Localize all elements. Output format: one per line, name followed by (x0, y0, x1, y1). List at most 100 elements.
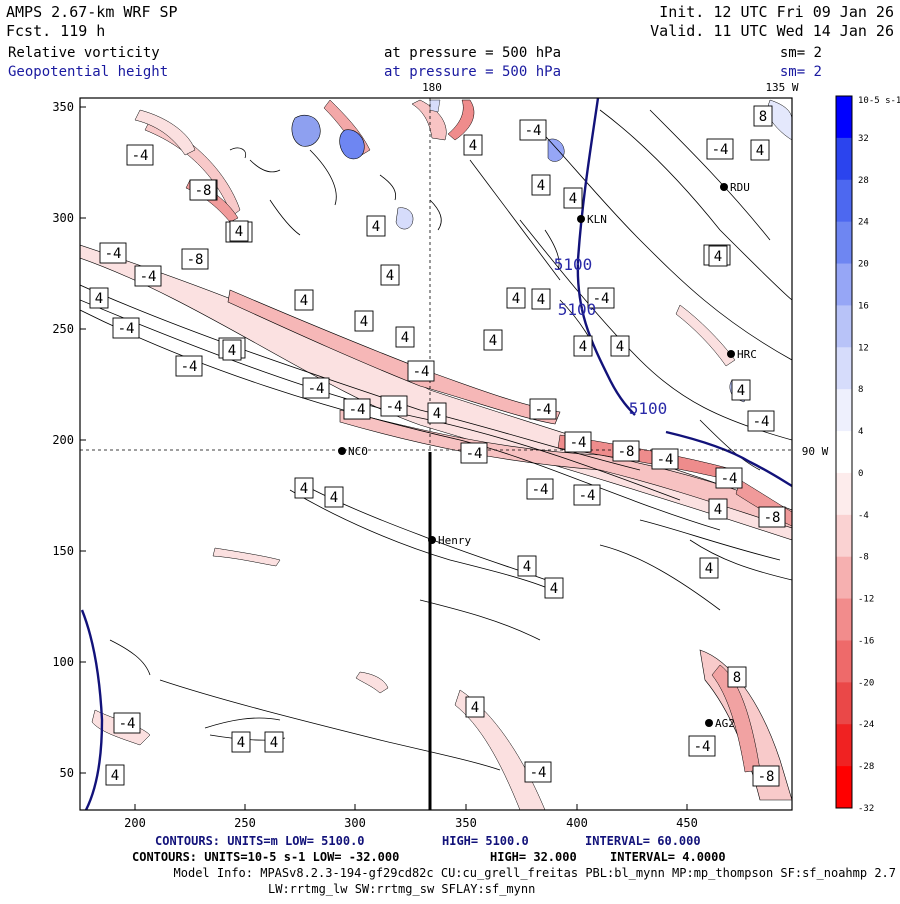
svg-text:-4: -4 (181, 359, 198, 375)
svg-text:-4: -4 (466, 446, 483, 462)
height-contour-info-high: HIGH= 5100.0 (442, 834, 529, 848)
station-marker (705, 719, 713, 727)
colorbar-tick-label: -8 (858, 553, 869, 563)
station-marker (727, 350, 735, 358)
forecast-hour: Fcst. 119 h (6, 22, 105, 40)
vorticity-contour-label: 4 (229, 220, 249, 242)
vorticity-contour-label: 4 (517, 555, 537, 577)
svg-text:8: 8 (759, 109, 767, 125)
vorticity-contour-label: -8 (189, 179, 217, 201)
station-label: AG2 (715, 717, 735, 730)
vorticity-contour-info-low: CONTOURS: UNITS=10-5 s-1 LOW= -32.000 (132, 850, 399, 864)
svg-text:4: 4 (714, 249, 722, 265)
vorticity-contour-label: -4 (519, 119, 547, 141)
colorbar-tick-label: -16 (858, 636, 874, 646)
vorticity-contour-label: 4 (380, 264, 400, 286)
station-marker (577, 215, 585, 223)
colorbar-tick-label: 12 (858, 343, 869, 353)
colorbar-tick-label: 16 (858, 301, 869, 311)
svg-text:4: 4 (228, 343, 236, 359)
vorticity-contour-label: 4 (573, 335, 593, 357)
svg-text:4: 4 (569, 191, 577, 207)
height-contour-label: 5100 (554, 255, 593, 274)
vorticity-contour-label: 4 (354, 310, 374, 332)
colorbar-cell (836, 96, 852, 139)
height-contour-label: 5100 (629, 399, 668, 418)
vorticity-contour-label: 4 (231, 731, 251, 753)
colorbar-cell (836, 514, 852, 558)
valid-time: Valid. 11 UTC Wed 14 Jan 26 (650, 22, 894, 40)
colorbar-cell (836, 682, 852, 725)
svg-text:4: 4 (386, 268, 394, 284)
x-tick-label: 450 (676, 816, 698, 830)
height-contour-info-low: CONTOURS: UNITS=m LOW= 5100.0 (155, 834, 365, 848)
height-contour-info-interval: INTERVAL= 60.000 (585, 834, 701, 848)
field2-name: Geopotential height (8, 64, 168, 80)
colorbar-tick-label: 28 (858, 176, 869, 186)
vorticity-contour-label: 4 (89, 287, 109, 309)
colorbar-tick-label: 4 (858, 427, 863, 437)
svg-text:4: 4 (401, 330, 409, 346)
colorbar-tick-label: -24 (858, 720, 874, 730)
vorticity-contour-label: -8 (612, 440, 640, 462)
svg-text:-4: -4 (105, 246, 122, 262)
colorbar-cell (836, 724, 852, 767)
vorticity-contour-label: 4 (563, 187, 583, 209)
svg-text:-8: -8 (764, 510, 781, 526)
vorticity-contour-label: -4 (564, 431, 592, 453)
y-tick-label: 300 (52, 211, 74, 225)
footer: CONTOURS: UNITS=m LOW= 5100.0 HIGH= 5100… (132, 834, 896, 896)
header: AMPS 2.67-km WRF SP Fcst. 119 h Init. 12… (6, 3, 894, 80)
vorticity-contour-label: -4 (573, 484, 601, 506)
colorbar-cell (836, 221, 852, 265)
vorticity-contour-label: -4 (343, 398, 371, 420)
vorticity-contour-label: 4 (506, 287, 526, 309)
svg-text:4: 4 (537, 292, 545, 308)
colorbar-tick-label: 8 (858, 385, 863, 395)
field1-name: Relative vorticity (8, 45, 160, 61)
vorticity-contour-label: 4 (750, 139, 770, 161)
svg-text:4: 4 (111, 768, 119, 784)
vorticity-contour-label: 4 (324, 486, 344, 508)
svg-text:4: 4 (737, 383, 745, 399)
parallel-label: 90 W (802, 445, 829, 458)
vorticity-contour-label: 4 (531, 288, 551, 310)
vorticity-contour-label: 4 (395, 326, 415, 348)
svg-text:-4: -4 (753, 414, 770, 430)
colorbar-tick-label: 32 (858, 134, 869, 144)
svg-text:-8: -8 (758, 769, 775, 785)
svg-text:4: 4 (469, 138, 477, 154)
x-tick-label: 250 (234, 816, 256, 830)
colorbar-cell (836, 305, 852, 348)
svg-text:-4: -4 (721, 471, 738, 487)
vorticity-contour-label: -8 (752, 765, 780, 787)
svg-text:4: 4 (550, 581, 558, 597)
svg-text:4: 4 (579, 339, 587, 355)
station-marker (428, 536, 436, 544)
vorticity-contour-label: -8 (758, 506, 786, 528)
y-tick-label: 200 (52, 433, 74, 447)
vorticity-label-layer: -4 -8 -4 -4 -4 4 -8 -4 4 -4 4 -4 4 -4 -4 -8 4 -4 4 -4 4 4 4 -8 -… (89, 105, 786, 787)
colorbar-tick-label: -12 (858, 595, 874, 605)
model-info: Model Info: MPASv8.2.3-194-gf29cd82c CU:… (174, 866, 896, 880)
x-tick-label: 400 (566, 816, 588, 830)
colorbar-tick-label: -4 (858, 511, 869, 521)
station-label: NCO (348, 445, 368, 458)
vorticity-contours (80, 109, 792, 771)
vorticity-contour-label: -4 (587, 287, 615, 309)
vorticity-contour-label: 4 (105, 764, 125, 786)
svg-text:-4: -4 (119, 716, 136, 732)
vorticity-contour-info-high: HIGH= 32.000 (490, 850, 577, 864)
svg-text:-4: -4 (118, 321, 135, 337)
svg-text:-4: -4 (694, 739, 711, 755)
svg-text:-4: -4 (579, 488, 596, 504)
vorticity-contour-label: -4 (126, 144, 154, 166)
y-axis: 350 300 250 200 150 100 50 (52, 100, 86, 780)
colorbar-tick-label: 20 (858, 260, 869, 270)
station-label: KLN (587, 213, 607, 226)
field2-smooth: sm= 2 (780, 64, 822, 80)
station-label: Henry (438, 534, 471, 547)
field1-level: at pressure = 500 hPa (384, 45, 561, 61)
svg-text:4: 4 (756, 143, 764, 159)
vorticity-contour-label: 4 (294, 289, 314, 311)
